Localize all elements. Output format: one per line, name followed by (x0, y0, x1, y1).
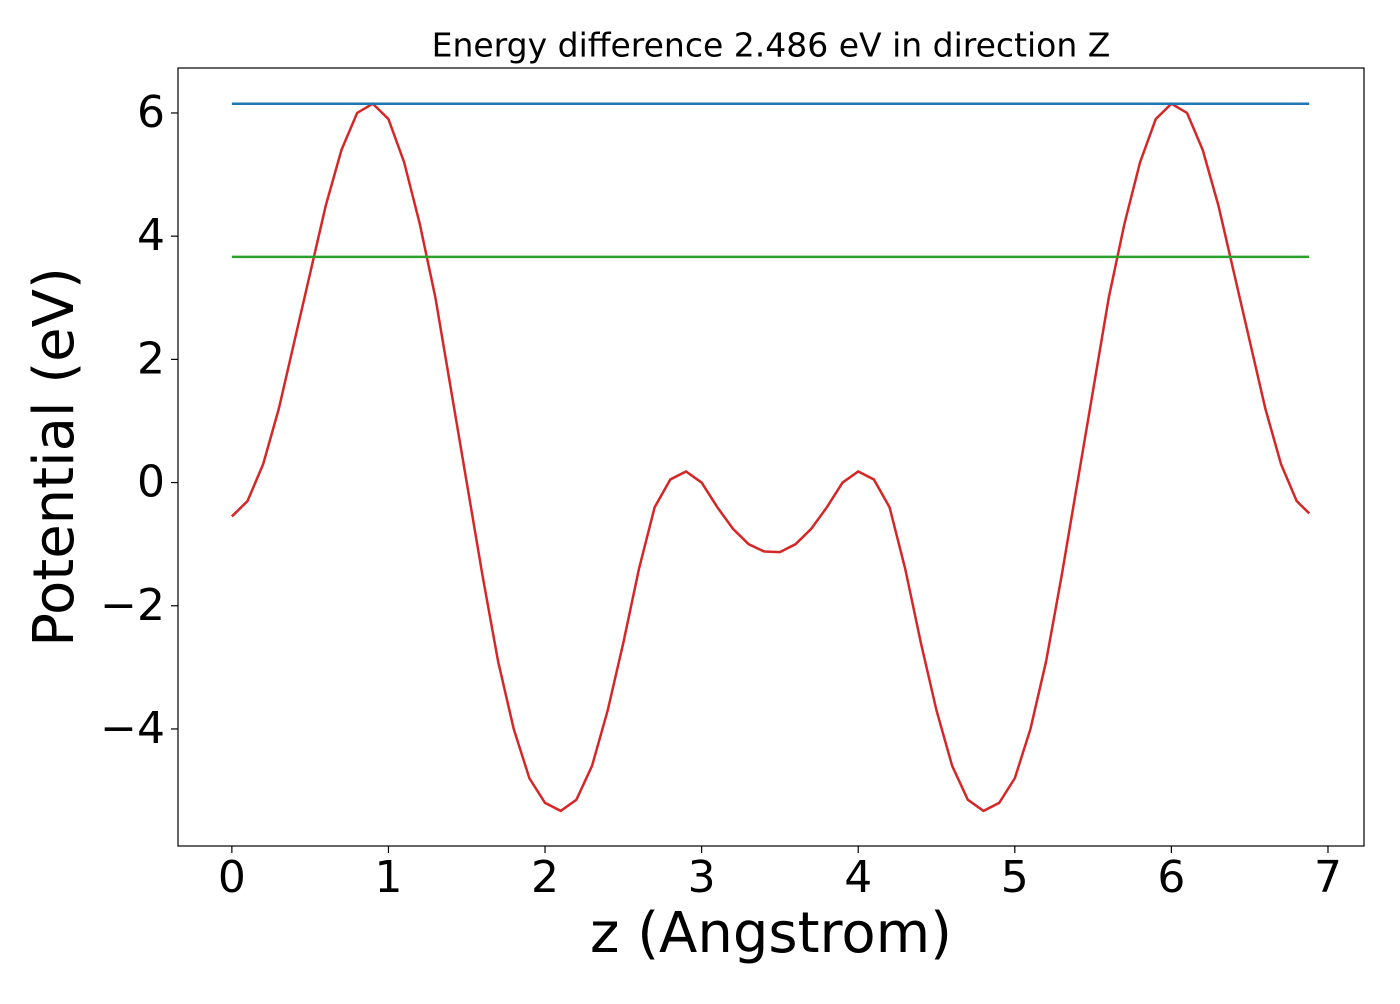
y-tick-label: 4 (137, 210, 165, 261)
line-series (230, 102, 1311, 813)
x-tick-label: 0 (218, 852, 246, 903)
x-tick-label: 2 (531, 852, 559, 903)
x-tick-label: 4 (844, 852, 872, 903)
y-axis-label: Potential (eV) (22, 267, 87, 647)
plot-frame (177, 67, 1365, 847)
chart-title: Energy difference 2.486 eV in direction … (432, 26, 1111, 65)
x-axis-label: z (Angstrom) (590, 901, 952, 966)
x-tick-label: 3 (688, 852, 716, 903)
x-tick-label: 5 (1001, 852, 1029, 903)
y-tick-label: 6 (137, 87, 165, 138)
x-tick-label: 1 (374, 852, 402, 903)
y-tick-label: 0 (137, 457, 165, 508)
x-tick-label: 7 (1314, 852, 1342, 903)
y-tick-label: −4 (100, 703, 165, 754)
x-tick-label: 6 (1157, 852, 1185, 903)
y-tick-label: −2 (100, 580, 165, 631)
y-tick-label: 2 (137, 333, 165, 384)
